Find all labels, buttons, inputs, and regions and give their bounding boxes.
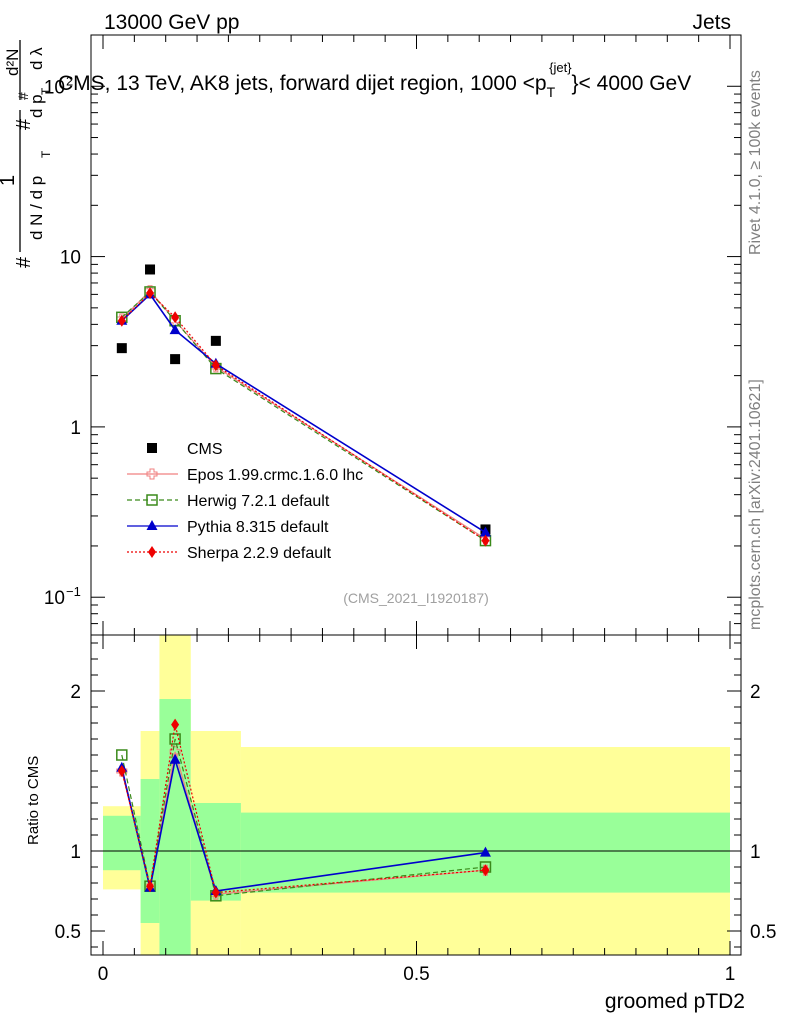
svg-text:#: # <box>13 256 35 268</box>
plot-title-sup: {jet} <box>549 60 572 75</box>
legend: CMS Epos 1.99.crmc.1.6.0 lhc Herwig 7.2.1 … <box>127 441 363 562</box>
data-point-sherpa <box>211 359 220 372</box>
ratio-point-pythia <box>479 846 491 857</box>
ratio-y-tick-label-right: 0.5 <box>750 922 776 943</box>
main-y-tick-label: 10 <box>44 77 65 98</box>
legend-marker-pythia <box>146 520 158 530</box>
ratio-y-axis-label: Ratio to CMS <box>25 756 42 845</box>
data-point-sherpa <box>171 311 180 324</box>
svg-text:T: T <box>39 150 53 158</box>
ratio-point-herwig <box>169 733 181 745</box>
ratio-axis-ticks: 0.5 0.5 1 1 2 2 0 0.5 1 <box>55 635 776 985</box>
ratio-point-epos <box>169 746 181 758</box>
main-y-tick-exponent: 2 <box>66 73 73 88</box>
ratio-line-sherpa <box>121 724 486 894</box>
legend-entry-sherpa: Sherpa 2.2.9 default <box>127 545 332 562</box>
ratio-point-sherpa <box>171 718 180 731</box>
legend-label-epos: Epos 1.99.crmc.1.6.0 lhc <box>187 467 363 484</box>
svg-text:d N / d p: d N / d p <box>27 176 46 240</box>
main-y-axis-label: # d N / d p T 1 # d p T # d λ d²N <box>0 40 53 268</box>
ratio-point-sherpa <box>117 765 126 777</box>
svg-text:1: 1 <box>0 175 19 186</box>
data-point-cms <box>116 343 127 354</box>
main-y-tick-exponent: −1 <box>66 584 81 599</box>
ratio-point-pythia <box>169 753 181 764</box>
plot-title-main: CMS, 13 TeV, AK8 jets, forward dijet reg… <box>58 72 547 95</box>
legend-marker-herwig <box>146 494 158 506</box>
ratio-y-tick-label: 2 <box>70 682 81 703</box>
legend-marker-sherpa <box>148 546 156 558</box>
analysis-watermark: (CMS_2021_I1920187) <box>343 590 489 606</box>
x-tick-label: 0 <box>98 964 109 985</box>
main-y-tick-label: 10 <box>60 248 81 269</box>
mcplots-label: mcplots.cern.ch [arXiv:2401.10621] <box>747 379 764 630</box>
data-point-sherpa <box>117 314 126 327</box>
main-series <box>116 264 492 547</box>
svg-text:#: # <box>13 118 35 130</box>
data-point-cms <box>170 354 181 365</box>
svg-text:d p: d p <box>27 94 46 118</box>
ratio-y-tick-label-right: 1 <box>750 842 761 863</box>
ratio-uncertainty-bands <box>103 635 730 955</box>
legend-label-herwig: Herwig 7.2.1 default <box>187 493 330 510</box>
ratio-band-inner <box>159 699 191 955</box>
ratio-series <box>116 718 492 902</box>
plot-title-sub: T <box>547 84 556 100</box>
ratio-point-sherpa <box>481 864 490 877</box>
legend-marker-epos <box>146 468 158 480</box>
ratio-series-sherpa <box>117 718 490 899</box>
legend-entry-herwig: Herwig 7.2.1 default <box>127 493 330 510</box>
svg-text:#: # <box>15 92 31 100</box>
ratio-panel-frame <box>90 634 742 956</box>
x-axis-label: groomed pTD2 <box>605 990 745 1013</box>
data-point-sherpa <box>146 287 155 300</box>
ratio-y-tick-label: 1 <box>70 842 81 863</box>
series-line-sherpa <box>121 292 486 542</box>
plot-title-end: }< 4000 GeV <box>572 72 692 95</box>
ratio-panel: 0.5 0.5 1 1 2 2 0 0.5 1 Ratio to CMS groomed pTD… <box>25 634 776 1013</box>
plot-title: CMS, 13 TeV, AK8 jets, forward dijet reg… <box>58 60 691 100</box>
svg-text:d λ: d λ <box>27 47 46 70</box>
legend-label-pythia: Pythia 8.315 default <box>187 519 329 536</box>
data-point-cms <box>210 335 221 346</box>
ratio-point-sherpa <box>211 886 220 899</box>
legend-entry-epos: Epos 1.99.crmc.1.6.0 lhc <box>127 467 363 484</box>
ratio-band-inner <box>103 815 141 871</box>
ratio-line-herwig <box>121 738 486 897</box>
svg-text:d²N: d²N <box>3 49 22 76</box>
x-tick-label: 0.5 <box>403 964 429 985</box>
data-point-pythia <box>479 526 491 537</box>
legend-label-cms: CMS <box>187 441 223 458</box>
legend-entry-cms: CMS <box>147 441 223 458</box>
series-sherpa <box>117 287 490 547</box>
ratio-point-sherpa <box>146 880 155 893</box>
data-point-sherpa <box>481 534 490 547</box>
rivet-label: Rivet 4.1.0, ≥ 100k events <box>747 70 764 255</box>
ratio-point-herwig <box>116 749 128 761</box>
ratio-y-tick-label: 0.5 <box>55 922 81 943</box>
legend-marker-cms <box>147 443 157 453</box>
header-right: Jets <box>692 11 731 34</box>
main-y-tick-label: 1 <box>70 418 81 439</box>
legend-label-sherpa: Sherpa 2.2.9 default <box>187 545 332 562</box>
data-point-cms <box>145 264 156 275</box>
legend-entry-pythia: Pythia 8.315 default <box>127 519 329 536</box>
x-tick-label: 1 <box>725 964 736 985</box>
main-y-tick-label: 10 <box>44 588 65 609</box>
ratio-band-inner <box>190 803 241 901</box>
header-left: 13000 GeV pp <box>104 11 239 34</box>
ratio-y-tick-label-right: 2 <box>750 682 761 703</box>
svg-text:T: T <box>39 87 53 95</box>
data-point-pythia <box>169 324 181 335</box>
